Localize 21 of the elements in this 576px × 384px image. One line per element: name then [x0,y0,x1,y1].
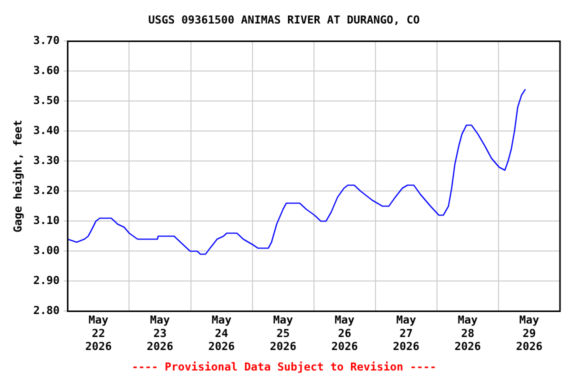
x-tick-label: May 29 2026 [516,314,543,354]
x-tick-label: May 24 2026 [208,314,236,354]
y-axis-title: Gage height, feet [11,120,24,232]
y-tick-label: 3.60 [33,64,60,78]
y-tick-label: 3.20 [33,184,60,198]
y-tick-label: 3.00 [33,244,60,258]
x-tick-label: May 28 2026 [454,314,482,354]
y-tick-label: 2.90 [33,274,60,288]
text: ---- Provisional Data Subject to Revision ---- [132,360,436,374]
x-tick-label: May 26 2026 [331,314,358,354]
x-tick-label: May 27 2026 [392,314,420,354]
y-tick-label: 3.40 [33,124,60,138]
y-tick-label: 3.10 [33,214,60,228]
y-tick-label: 3.70 [33,34,60,48]
chart-title: USGS 09361500 ANIMAS RIVER AT DURANGO, CO [148,13,420,26]
x-tick-label: May 25 2026 [270,314,297,354]
y-tick-label: 2.80 [33,304,60,318]
y-tick-label: 3.30 [33,154,60,168]
x-tick-label: May 23 2026 [146,314,174,354]
y-tick-label: 3.50 [33,94,60,108]
x-tick-label: May 22 2026 [85,314,112,354]
